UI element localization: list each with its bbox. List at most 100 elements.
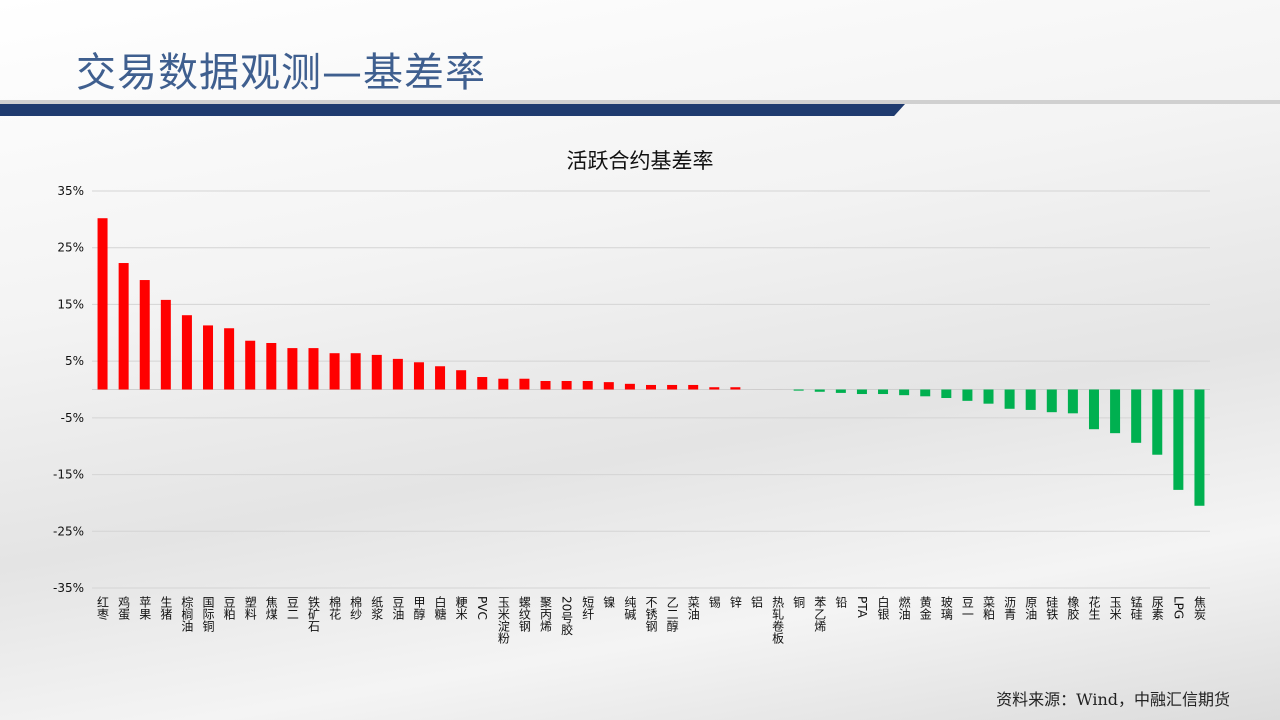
x-tick-label: 铅 [833,596,848,608]
source-note: 资料来源：Wind，中融汇信期货 [996,690,1230,709]
bar-聚丙烯 [540,380,551,390]
x-tick-label: 锡 [707,596,722,608]
x-tick-label: 聚丙烯 [538,596,553,632]
y-tick-label: -5% [61,411,84,425]
bar-焦炭 [1194,389,1205,506]
y-tick-label: -35% [53,581,84,595]
x-tick-label: 镍 [601,596,616,608]
x-tick-label: 玉米淀粉 [496,596,511,644]
x-tick-label: 棕榈油 [179,596,194,632]
y-tick-label: 5% [65,354,84,368]
x-tick-label: 短纤 [580,596,595,620]
x-tick-label: 燃油 [897,596,912,620]
bar-橡胶 [1067,389,1078,414]
x-tick-label: 苯乙烯 [812,596,827,632]
x-tick-label: 棉纱 [348,596,363,620]
page-title: 交易数据观测—基差率 [76,50,486,96]
bar-豆二 [287,348,298,390]
bar-LPG [1173,389,1184,490]
x-tick-label: LPG [1171,596,1186,620]
x-tick-label: 豆一 [960,596,975,620]
bar-锡 [709,387,720,390]
x-tick-label: 棉花 [327,596,342,620]
x-tick-label: 玻璃 [939,596,954,620]
y-tick-label: 35% [57,184,84,198]
x-tick-label: 铜 [791,596,806,608]
y-tick-label: 25% [57,241,84,255]
x-tick-label: 锌 [728,596,743,608]
x-tick-label: 铁矿石 [306,596,321,632]
bar-尿素 [1152,389,1163,455]
x-tick-label: PVC [475,596,490,620]
bar-铜 [793,389,804,391]
x-tick-label: 硅铁 [1044,596,1059,620]
bar-硅铁 [1046,389,1057,413]
bar-红枣 [97,218,108,390]
x-tick-label: 红枣 [95,596,110,620]
x-tick-label: 纸浆 [369,596,384,620]
bar-花生 [1088,389,1099,430]
bar-螺纹钢 [519,378,530,390]
x-tick-label: 乙二醇 [665,596,680,632]
bar-豆油 [392,358,403,390]
x-tick-label: 白糖 [433,596,448,620]
bar-原油 [1025,389,1036,410]
bar-棉花 [329,353,340,390]
x-tick-label: 不锈钢 [644,596,658,632]
bar-苯乙烯 [814,389,825,392]
x-tick-label: 橡胶 [1065,596,1080,620]
x-tick-label: 纯碱 [622,596,637,620]
x-tick-label: 黄金 [918,596,933,620]
x-tick-label: 沥青 [1002,596,1017,620]
bar-镍 [603,382,614,390]
bar-纸浆 [371,354,382,390]
y-tick-label: -25% [53,524,84,538]
bar-菜油 [688,384,699,390]
x-tick-label: 尿素 [1150,596,1165,620]
x-tick-label: 国际铜 [201,596,216,632]
bar-玉米 [1110,389,1121,434]
bar-玻璃 [941,389,952,399]
y-tick-label: 15% [57,297,84,311]
x-tick-label: 原油 [1023,596,1038,620]
x-tick-label: PTA [854,596,869,618]
bar-豆一 [962,389,973,401]
bar-白银 [878,389,889,395]
bar-铅 [835,389,846,393]
x-tick-label: 苹果 [137,596,152,620]
bar-燃油 [899,389,910,396]
x-tick-label: 铝 [749,596,764,608]
bar-国际铜 [203,325,214,390]
bar-不锈钢 [646,384,656,390]
x-tick-label: 焦煤 [264,596,279,620]
x-tick-label: 玉米 [1108,596,1123,620]
bar-白糖 [435,366,446,390]
bar-甲醇 [413,362,424,390]
x-tick-label: 豆粕 [222,596,237,620]
bar-黄金 [920,389,931,397]
bar-焦煤 [266,342,277,390]
x-tick-label: 菜粕 [981,596,996,620]
bar-短纤 [582,380,593,390]
bar-生猪 [160,299,171,390]
x-tick-label: 粳米 [454,596,469,620]
bar-菜粕 [983,389,994,404]
bar-锰硅 [1131,389,1142,443]
y-tick-label: -15% [53,468,84,482]
bar-玉米淀粉 [498,378,509,390]
chart-title: 活跃合约基差率 [566,149,714,173]
x-tick-label: 甲醇 [411,596,426,620]
x-tick-label: 鸡蛋 [116,596,131,620]
bar-PTA [856,389,867,395]
bar-铁矿石 [308,348,319,390]
x-tick-label: 锰硅 [1129,596,1144,620]
bar-乙二醇 [667,384,678,390]
x-tick-label: 20号胶 [559,596,574,636]
x-tick-label: 菜油 [686,596,701,620]
header-stripe [0,104,905,116]
bar-棕榈油 [181,315,192,390]
x-tick-label: 花生 [1086,596,1101,620]
x-tick-label: 豆二 [285,596,300,620]
bar-棉纱 [350,353,361,390]
